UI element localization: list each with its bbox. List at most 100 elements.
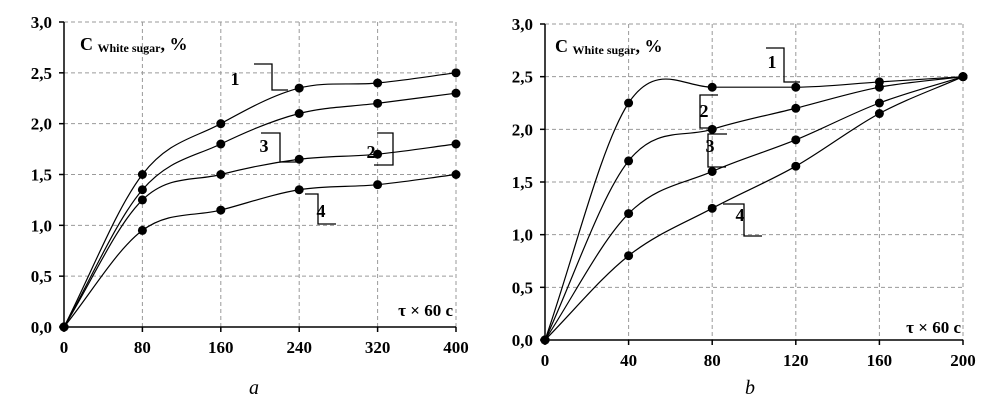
x-tick-label: 40 <box>620 351 637 370</box>
x-axis-label: τ × 60 с <box>398 301 453 320</box>
data-point <box>624 251 634 261</box>
y-tick-label: 0,5 <box>31 267 52 286</box>
series-label-leader <box>707 133 727 168</box>
data-point <box>791 161 801 171</box>
y-tick-label: 2,5 <box>31 64 52 83</box>
y-tick-label: 1,5 <box>512 173 533 192</box>
data-point <box>373 149 383 159</box>
series-line <box>63 72 457 328</box>
grid <box>545 23 964 340</box>
series-label-leader <box>305 193 336 225</box>
data-point <box>707 124 717 134</box>
chart-title: C White sugar, % <box>555 36 663 57</box>
y-tick-label: 2,0 <box>31 115 52 134</box>
data-point <box>451 139 461 149</box>
series-label-leader <box>254 63 288 91</box>
series-2: 2 <box>540 72 968 345</box>
series-label: 4 <box>317 201 326 221</box>
data-point <box>451 170 461 179</box>
series-label: 3 <box>260 136 269 156</box>
x-tick-label: 240 <box>286 338 312 357</box>
series-label-leader <box>261 132 298 163</box>
y-tick-label: 1,5 <box>31 166 52 185</box>
data-point <box>373 180 383 190</box>
data-point <box>707 166 717 176</box>
grid <box>64 21 457 327</box>
series-label-leader <box>374 132 394 166</box>
chart-title-main: C <box>80 34 98 54</box>
y-tick-label: 2,0 <box>512 120 533 139</box>
data-point <box>791 82 801 92</box>
data-point <box>791 103 801 113</box>
data-point <box>451 68 461 78</box>
series-label: 2 <box>700 101 709 121</box>
data-point <box>624 209 634 219</box>
series-1: 1 <box>540 47 968 345</box>
data-point <box>59 322 69 332</box>
data-point <box>791 135 801 145</box>
y-tick-label: 0,5 <box>512 278 533 297</box>
data-point <box>216 205 226 215</box>
x-tick-label: 80 <box>134 338 151 357</box>
y-tick-label: 3,0 <box>512 15 533 34</box>
series-label: 1 <box>231 69 240 89</box>
data-point <box>707 82 717 92</box>
x-tick-label: 200 <box>950 351 976 370</box>
chart-title-subscript: White sugar <box>98 41 162 55</box>
series-label-leader <box>723 203 762 237</box>
chart-1: 0 80 160 240 320 400 0,0 0,5 1,0 1,5 2,0 2,5 3,0 C Wh… <box>31 13 469 399</box>
data-point <box>373 98 383 108</box>
data-point <box>874 77 884 87</box>
data-point <box>624 98 634 108</box>
x-tick-label: 160 <box>867 351 893 370</box>
series-line <box>63 143 457 328</box>
data-point <box>874 98 884 108</box>
data-point <box>137 170 147 179</box>
chart-title-unit: , % <box>636 36 663 56</box>
x-tick-label: 120 <box>783 351 809 370</box>
data-point <box>707 203 717 213</box>
y-tick-label: 1,0 <box>512 226 533 245</box>
series-line <box>544 76 964 341</box>
x-tick-label: 80 <box>704 351 721 370</box>
series-4: 4 <box>59 68 461 332</box>
y-tick-label: 2,5 <box>512 68 533 87</box>
y-tick-label: 3,0 <box>31 13 52 32</box>
x-tick-label: 400 <box>443 338 469 357</box>
data-point <box>216 139 226 149</box>
series-4: 4 <box>540 72 968 345</box>
data-point <box>137 225 147 235</box>
data-point <box>216 170 226 179</box>
data-point <box>216 119 226 129</box>
data-point <box>137 195 147 205</box>
panel-caption: a <box>249 377 259 399</box>
series-label: 4 <box>736 205 745 225</box>
panel-caption: b <box>745 377 755 399</box>
y-tick-label: 0,0 <box>512 331 533 350</box>
chart-title-subscript: White sugar <box>573 43 637 57</box>
x-tick-label: 0 <box>60 338 69 357</box>
series-line <box>544 76 964 341</box>
x-tick-label: 160 <box>208 338 234 357</box>
chart-title: C White sugar, % <box>80 34 188 55</box>
data-point <box>958 72 968 82</box>
data-point <box>624 156 634 166</box>
data-point <box>451 88 461 98</box>
data-point <box>294 185 304 195</box>
series-label-leader <box>766 47 800 83</box>
data-point <box>137 185 147 195</box>
series-label: 2 <box>367 142 376 162</box>
series-label: 1 <box>768 52 777 72</box>
data-point <box>294 109 304 118</box>
series-line <box>63 92 457 328</box>
series-label: 3 <box>706 136 715 156</box>
y-tick-label: 0,0 <box>31 318 52 337</box>
data-point <box>540 335 550 345</box>
chart-title-unit: , % <box>161 34 188 54</box>
x-axis-label: τ × 60 с <box>906 318 961 337</box>
series-1: 1 <box>59 63 461 332</box>
x-tick-label: 0 <box>541 351 550 370</box>
y-tick-label: 1,0 <box>31 216 52 235</box>
series-line <box>544 76 964 341</box>
